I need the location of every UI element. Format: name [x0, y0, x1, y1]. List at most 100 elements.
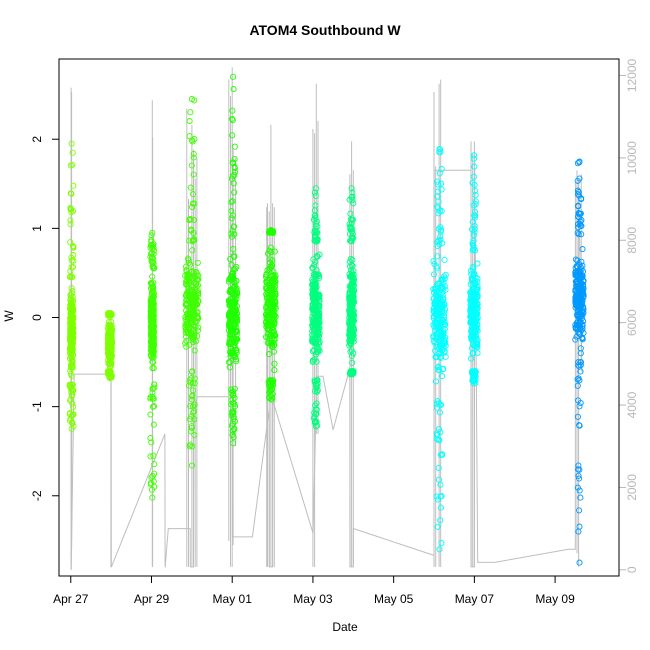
data-point: [229, 198, 236, 205]
data-point: [268, 342, 275, 349]
axes: Apr 27 Apr 29 May 01 May 03 May 05 May 07 May …: [30, 58, 639, 606]
data-point: [190, 229, 197, 237]
data-point: [191, 136, 198, 143]
data-point: [313, 330, 320, 337]
data-point: [467, 281, 474, 288]
data-point: [147, 280, 154, 287]
data-point: [150, 307, 157, 314]
y2-tick-label: 0: [625, 566, 639, 573]
data-point: [226, 311, 233, 318]
data-point: [190, 236, 197, 243]
data-point: [230, 180, 237, 187]
data-point: [312, 302, 319, 309]
data-point: [441, 275, 448, 282]
data-point: [576, 507, 583, 514]
data-point: [183, 263, 190, 270]
data-point: [350, 368, 357, 375]
y-tick-label: -1: [30, 401, 44, 412]
data-point: [474, 350, 481, 357]
data-point: [189, 191, 197, 198]
data-point: [471, 214, 478, 221]
data-point: [576, 158, 583, 165]
data-point: [183, 278, 190, 285]
data-point: [579, 281, 587, 288]
data-point: [149, 393, 156, 400]
data-point: [149, 229, 156, 236]
data-point: [231, 283, 238, 290]
data-point: [68, 140, 75, 147]
data-point: [266, 310, 273, 317]
data-point: [148, 341, 156, 349]
data-point: [347, 311, 354, 318]
data-point: [309, 281, 317, 288]
data-point: [267, 392, 274, 399]
data-point: [107, 335, 114, 342]
data-point: [226, 340, 233, 348]
data-point: [576, 523, 583, 530]
data-point: [191, 401, 198, 408]
data-point: [228, 115, 236, 122]
data-point: [267, 320, 275, 327]
data-point: [439, 295, 446, 302]
data-point: [438, 540, 445, 547]
data-point: [577, 399, 584, 407]
data-point: [434, 436, 442, 443]
data-point: [69, 274, 76, 281]
data-point: [309, 264, 316, 271]
data-point: [230, 86, 237, 93]
data-point: [433, 354, 440, 361]
data-point: [436, 326, 443, 334]
data-point: [190, 216, 198, 224]
data-point: [471, 163, 478, 170]
data-point: [150, 303, 157, 310]
data-point: [434, 253, 441, 260]
data-point: [347, 313, 354, 320]
data-point: [437, 233, 444, 240]
data-point: [188, 428, 195, 435]
data-point: [227, 344, 234, 352]
data-point: [268, 328, 275, 335]
data-point: [185, 382, 193, 389]
data-point: [182, 340, 189, 347]
data-point: [311, 409, 318, 416]
data-point: [433, 312, 441, 319]
data-point: [268, 312, 275, 319]
data-point: [313, 267, 320, 274]
data-point: [230, 252, 237, 259]
data-point: [574, 303, 581, 310]
data-point: [435, 225, 442, 232]
data-point: [188, 393, 196, 400]
data-point: [350, 332, 357, 339]
data-point: [188, 268, 196, 275]
data-point: [231, 169, 239, 176]
data-point: [147, 435, 154, 442]
data-point: [469, 328, 476, 335]
data-point: [434, 523, 441, 530]
data-point: [271, 280, 278, 287]
data-point: [432, 378, 439, 385]
data-point: [346, 342, 353, 349]
data-point: [575, 288, 582, 295]
data-point: [437, 327, 444, 334]
data-point: [312, 185, 319, 192]
data-point: [67, 338, 74, 345]
data-point: [227, 302, 234, 309]
data-point: [230, 223, 238, 230]
data-point: [311, 284, 318, 291]
data-point: [433, 400, 440, 407]
data-point: [468, 275, 475, 282]
data-point: [576, 175, 583, 182]
data-point: [232, 356, 239, 363]
data-point: [348, 330, 356, 337]
data-point: [575, 359, 582, 366]
data-point: [151, 384, 158, 391]
data-point: [572, 271, 579, 278]
data-point: [316, 298, 323, 305]
data-point: [349, 225, 356, 232]
data-point: [469, 293, 476, 300]
data-point: [147, 411, 154, 418]
x-tick-label: May 01: [213, 592, 253, 606]
data-point: [436, 336, 443, 343]
y-tick-label: -2: [30, 490, 44, 501]
data-point: [186, 443, 193, 450]
